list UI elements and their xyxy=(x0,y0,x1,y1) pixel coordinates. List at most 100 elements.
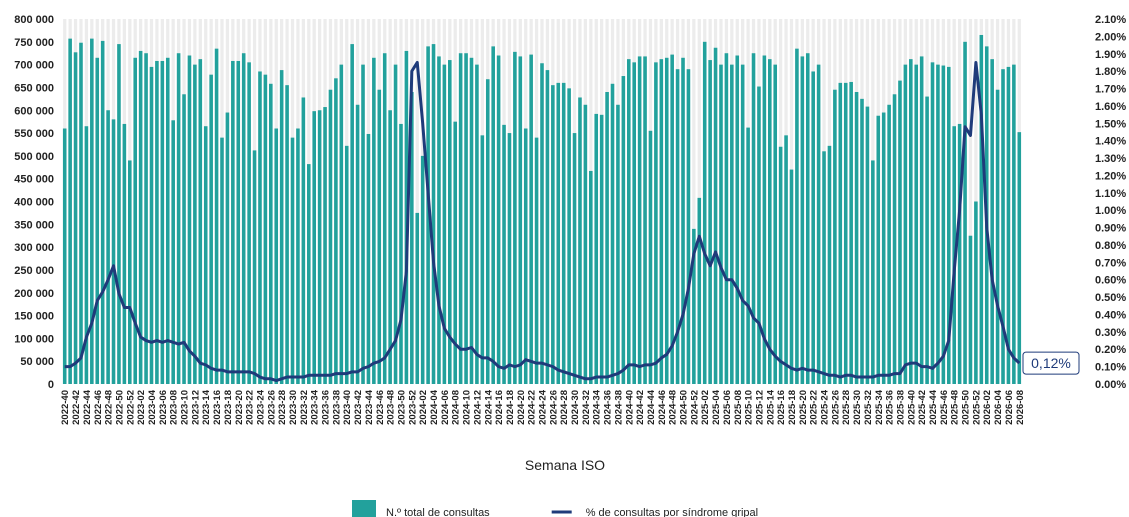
x-tick-label: 2025-34 xyxy=(874,389,885,425)
x-tick-label: 2024-22 xyxy=(527,390,538,425)
x-tick-label: 2023-02 xyxy=(136,390,147,425)
bar xyxy=(1017,132,1022,384)
legend-label: % de consultas por síndrome gripal xyxy=(586,507,758,517)
bar xyxy=(909,59,913,385)
bar xyxy=(469,57,474,384)
x-tick-label: 2025-02 xyxy=(700,390,711,425)
x-tick-label: 2024-36 xyxy=(603,390,614,425)
y2-tick-label: 0.60% xyxy=(1095,275,1126,287)
x-tick-label: 2024-50 xyxy=(679,390,690,425)
y2-tick-label: 2.00% xyxy=(1095,31,1126,43)
annotation-box xyxy=(1022,351,1080,375)
bar xyxy=(795,48,799,384)
x-tick-label: 2023-28 xyxy=(277,390,288,425)
x-tick-label: 2024-10 xyxy=(462,390,473,425)
x-tick-label: 2025-30 xyxy=(852,390,863,425)
x-tick-label: 2025-26 xyxy=(830,390,841,425)
x-tick-label: 2022-52 xyxy=(125,390,136,425)
x-tick-label: 2022-42 xyxy=(71,390,82,425)
x-tick-label: 2023-06 xyxy=(158,390,169,425)
x-tick-label: 2025-08 xyxy=(733,390,744,425)
bar xyxy=(670,54,674,385)
bar xyxy=(616,104,620,385)
bar xyxy=(437,56,441,384)
bar xyxy=(513,51,517,384)
x-tick-label: 2025-44 xyxy=(928,389,939,425)
category-guide xyxy=(692,19,696,384)
bar xyxy=(930,62,935,384)
bar xyxy=(149,66,154,384)
bar xyxy=(334,78,338,384)
bar xyxy=(165,57,170,384)
bar xyxy=(361,64,365,384)
y-tick-label: 250 000 xyxy=(14,265,54,277)
bar xyxy=(209,74,213,384)
x-tick-label: 2025-04 xyxy=(711,389,722,425)
bar xyxy=(681,57,685,384)
bar xyxy=(854,92,859,384)
x-tick-label: 2025-18 xyxy=(787,390,798,425)
bar xyxy=(106,110,110,384)
bar xyxy=(626,59,631,385)
x-tick-label: 2023-24 xyxy=(255,389,266,425)
x-tick-label: 2023-36 xyxy=(321,390,332,425)
bar xyxy=(643,56,647,384)
bar xyxy=(111,119,116,384)
bar xyxy=(713,47,718,385)
bar xyxy=(561,82,566,384)
x-tick-label: 2023-32 xyxy=(299,390,310,425)
x-tick-label: 2023-42 xyxy=(353,390,364,425)
x-tick-label: 2024-38 xyxy=(613,390,624,425)
y2-tick-label: 1.60% xyxy=(1095,101,1126,113)
y-tick-label: 500 000 xyxy=(14,151,54,163)
x-tick-label: 2024-40 xyxy=(624,390,635,425)
legend-swatch xyxy=(352,500,376,517)
bar xyxy=(740,64,745,384)
x-tick-label: 2026-04 xyxy=(993,389,1004,425)
y2-tick-label: 2.10% xyxy=(1095,14,1126,26)
x-tick-label: 2026-08 xyxy=(1015,390,1026,425)
x-tick-label: 2025-14 xyxy=(765,389,776,425)
bar xyxy=(95,57,100,384)
y2-tick-label: 1.40% xyxy=(1095,136,1126,148)
bar xyxy=(247,62,251,384)
x-tick-label: 2025-36 xyxy=(885,390,896,425)
bar xyxy=(540,63,544,384)
x-tick-label: 2024-18 xyxy=(505,390,516,425)
x-tick-label: 2023-12 xyxy=(190,390,201,425)
bar xyxy=(187,55,192,384)
bar xyxy=(317,110,322,384)
bar xyxy=(529,54,533,385)
bar xyxy=(822,151,826,384)
x-tick-label: 2024-52 xyxy=(689,390,700,425)
bar xyxy=(138,50,143,384)
x-tick-label: 2024-44 xyxy=(646,389,657,425)
bar xyxy=(957,123,962,384)
x-tick-label: 2023-30 xyxy=(288,390,299,425)
x-tick-label: 2023-16 xyxy=(212,390,223,425)
bar xyxy=(523,128,528,384)
x-tick-label: 2025-16 xyxy=(776,390,787,425)
x-tick-label: 2023-08 xyxy=(169,390,180,425)
x-tick-label: 2023-34 xyxy=(310,389,321,425)
bar xyxy=(675,69,680,384)
x-tick-label: 2024-08 xyxy=(451,390,462,425)
bar xyxy=(892,94,897,384)
bar xyxy=(898,80,902,384)
y2-tick-label: 1.50% xyxy=(1095,118,1126,130)
x-tick-label: 2022-40 xyxy=(60,390,71,425)
bar xyxy=(648,130,653,384)
bar xyxy=(751,53,756,384)
bar xyxy=(475,64,479,384)
x-tick-label: 2025-50 xyxy=(961,390,972,425)
y2-tick-label: 0.20% xyxy=(1095,344,1126,356)
bar xyxy=(719,64,723,384)
x-tick-label: 2026-06 xyxy=(1004,390,1015,425)
bar xyxy=(344,145,349,384)
bar xyxy=(382,53,387,384)
y-tick-label: 200 000 xyxy=(14,288,54,300)
bar xyxy=(220,137,224,384)
bar xyxy=(420,155,425,384)
category-guide xyxy=(968,19,973,384)
bar xyxy=(269,83,273,384)
